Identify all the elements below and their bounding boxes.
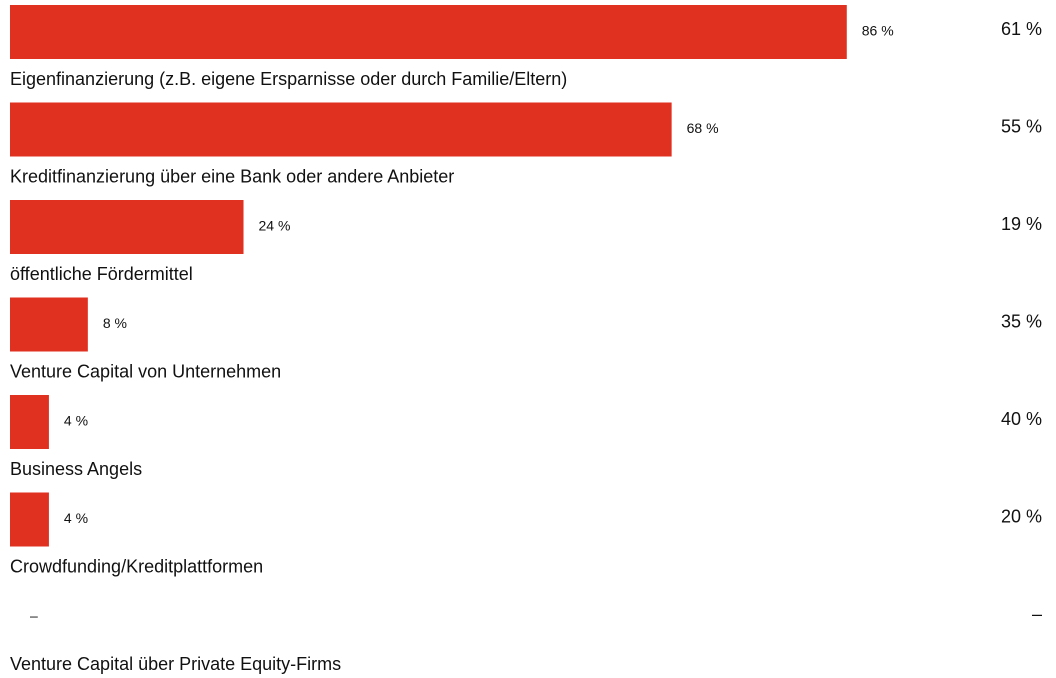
- bar: [10, 492, 49, 547]
- category-label: Crowdfunding/Kreditplattformen: [10, 556, 263, 576]
- category-label: öffentliche Fördermittel: [10, 264, 193, 284]
- second-value-label: 35 %: [1001, 311, 1042, 331]
- category-label: Kreditfinanzierung über eine Bank oder a…: [10, 166, 454, 186]
- bar: [10, 5, 847, 59]
- category-label: Venture Capital über Private Equity-Firm…: [10, 654, 341, 674]
- value-label: 4 %: [64, 413, 88, 429]
- category-label: Eigenfinanzierung (z.B. eigene Ersparnis…: [10, 69, 567, 89]
- bar: [10, 297, 88, 352]
- second-value-label: 20 %: [1001, 506, 1042, 526]
- second-value-label: 19 %: [1001, 214, 1042, 234]
- value-label: 86 %: [862, 23, 894, 39]
- bar: [10, 200, 244, 254]
- second-value-label: –: [1032, 604, 1042, 624]
- second-value-label: 40 %: [1001, 409, 1042, 429]
- category-label: Venture Capital von Unternehmen: [10, 361, 281, 381]
- value-label: 4 %: [64, 510, 88, 526]
- value-label: 24 %: [259, 218, 291, 234]
- value-label: –: [30, 608, 38, 624]
- value-label: 8 %: [103, 315, 127, 331]
- category-label: Business Angels: [10, 459, 142, 479]
- value-label: 68 %: [687, 120, 719, 136]
- bar: [10, 395, 49, 449]
- second-value-label: 61 %: [1001, 19, 1042, 39]
- second-value-label: 55 %: [1001, 116, 1042, 136]
- bar: [10, 102, 672, 157]
